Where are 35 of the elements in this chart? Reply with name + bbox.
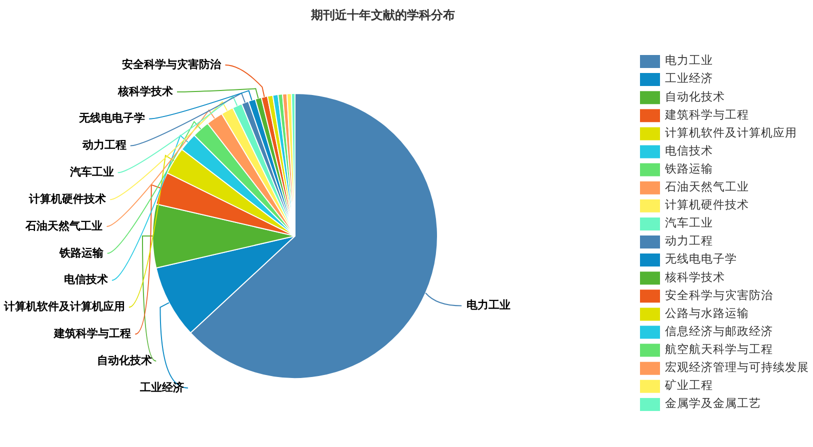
slice-label: 动力工程 bbox=[81, 138, 126, 152]
slice-label: 核科学技术 bbox=[116, 84, 173, 98]
legend-label: 电信技术 bbox=[665, 144, 713, 158]
legend-label: 公路与水路运输 bbox=[665, 306, 749, 320]
slice-label: 汽车工业 bbox=[68, 166, 114, 179]
slice-label: 自动化技术 bbox=[97, 354, 152, 367]
legend-label: 动力工程 bbox=[665, 234, 713, 248]
legend-label: 无线电电子学 bbox=[665, 252, 737, 266]
legend-label: 金属学及金属工艺 bbox=[665, 397, 761, 410]
legend-label: 信息经济与邮政经济 bbox=[665, 324, 773, 338]
slice-label: 建筑科学与工程 bbox=[53, 327, 132, 340]
legend-label: 矿业工程 bbox=[664, 378, 713, 392]
legend-label: 核科学技术 bbox=[664, 270, 725, 284]
legend-label: 安全科学与灾害防治 bbox=[665, 288, 773, 302]
legend-label: 石油天然气工业 bbox=[665, 180, 749, 194]
slice-label: 工业经济 bbox=[138, 380, 184, 394]
slice-label: 无线电电子学 bbox=[78, 112, 146, 125]
slice-label: 石油天然气工业 bbox=[24, 219, 103, 232]
legend-label: 汽车工业 bbox=[665, 216, 713, 230]
legend-label: 计算机软件及计算机应用 bbox=[665, 125, 797, 140]
legend-label: 建筑科学与工程 bbox=[664, 108, 749, 122]
legend-label: 计算机硬件技术 bbox=[665, 198, 749, 212]
legend-label: 自动化技术 bbox=[665, 90, 725, 104]
legend-label: 工业经济 bbox=[665, 71, 713, 86]
slice-label: 铁路运输 bbox=[58, 246, 104, 260]
legend-label: 铁路运输 bbox=[664, 162, 713, 176]
chart-title: 期刊近十年文献的学科分布 bbox=[310, 8, 455, 22]
slice-label: 安全科学与灾害防治 bbox=[122, 58, 222, 71]
slice-label: 计算机硬件技术 bbox=[28, 192, 106, 206]
legend-label: 宏观经济管理与可持续发展 bbox=[665, 360, 809, 374]
legend-label: 电力工业 bbox=[665, 54, 713, 68]
slice-label: 电信技术 bbox=[64, 273, 108, 286]
legend-label: 航空航天科学与工程 bbox=[665, 342, 773, 356]
slice-label: 计算机软件及计算机应用 bbox=[3, 300, 125, 314]
slice-label: 电力工业 bbox=[466, 298, 511, 312]
